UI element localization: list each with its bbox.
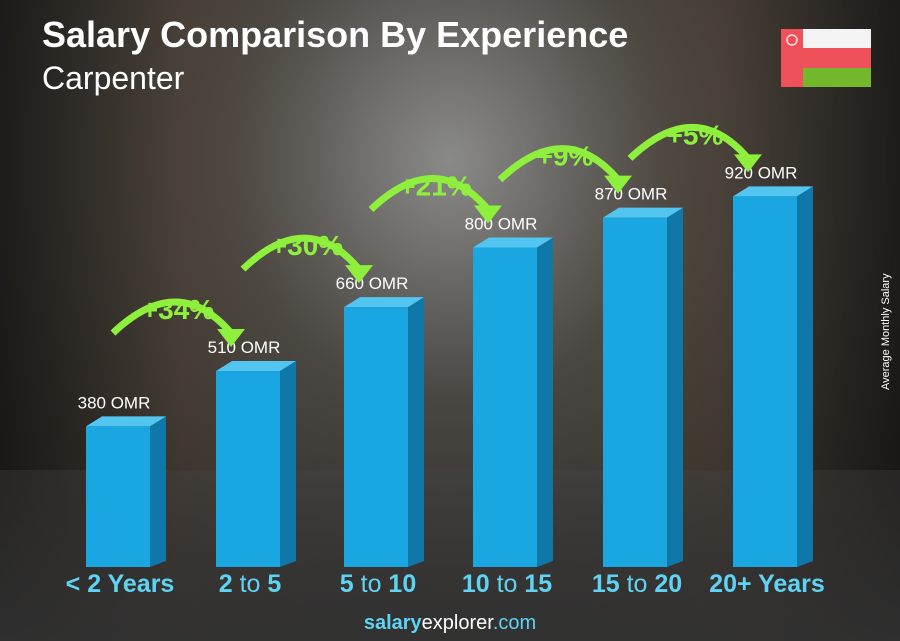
bar-front <box>603 217 667 567</box>
category-label-part: 15 <box>591 570 620 598</box>
brand-logo[interactable]: salaryexplorer.com <box>0 612 900 635</box>
bar-side <box>280 361 296 567</box>
change-annotation-3: +9% <box>497 141 632 194</box>
change-label: +34% <box>142 294 214 325</box>
category-label-part: < 2 Years <box>65 570 175 598</box>
change-label: +21% <box>399 171 471 202</box>
arrow-icon <box>110 298 234 336</box>
change-annotation-2: +21% <box>368 171 502 224</box>
brand-com: .com <box>492 612 537 634</box>
oman-flag-icon <box>781 29 871 87</box>
category-label-part: 10 <box>388 570 417 598</box>
bar-1 <box>216 361 296 567</box>
change-label: +5% <box>667 119 724 150</box>
bar-side <box>797 186 813 567</box>
bar-side <box>150 416 166 567</box>
arrow-head-icon <box>345 265 373 284</box>
category-label-part: 2 <box>218 570 233 598</box>
category-label-part: to <box>489 570 525 598</box>
value-label: 380 OMR <box>78 393 151 412</box>
bar-3 <box>473 237 553 567</box>
arrow-head-icon <box>474 205 502 224</box>
value-label: 800 OMR <box>465 215 538 234</box>
bar-4 <box>603 207 683 567</box>
arrow-head-icon <box>734 154 762 173</box>
category-label: 2 to 5 <box>180 570 320 599</box>
change-label: +9% <box>537 141 594 172</box>
value-label: 660 OMR <box>336 274 409 293</box>
bar-top <box>603 207 683 218</box>
category-label-part: 15 <box>524 570 553 598</box>
bar-front <box>344 307 408 567</box>
category-label: 5 to 10 <box>308 570 448 599</box>
bar-2 <box>344 297 424 567</box>
category-label-part: to <box>232 570 268 598</box>
bar-5 <box>733 186 813 567</box>
arrow-icon <box>240 234 362 272</box>
arrow-icon <box>368 175 491 213</box>
category-label-part: to <box>619 570 655 598</box>
bar-front <box>86 426 150 567</box>
arrow-icon <box>627 124 751 161</box>
value-label: 870 OMR <box>595 185 668 204</box>
category-label-part: 5 <box>267 570 282 598</box>
change-annotation-0: +34% <box>110 294 245 348</box>
chart-subtitle: Carpenter <box>42 60 185 96</box>
value-label: 920 OMR <box>725 163 798 182</box>
category-label-part: 5 <box>339 570 354 598</box>
category-label-part: to <box>353 570 389 598</box>
bar-top <box>733 186 813 197</box>
bar-front <box>733 196 797 567</box>
bar-top <box>216 361 296 372</box>
arrow-head-icon <box>217 329 245 348</box>
bar-side <box>537 237 553 567</box>
change-label: +30% <box>271 230 343 261</box>
category-label: 20+ Years <box>697 570 837 599</box>
bar-0 <box>86 416 166 567</box>
bar-top <box>344 297 424 308</box>
bar-side <box>667 207 683 567</box>
category-label: 10 to 15 <box>437 570 577 599</box>
chart-title: Salary Comparison By Experience <box>42 14 629 55</box>
bar-front <box>473 247 537 567</box>
category-label-part: 20+ Years <box>709 570 825 598</box>
change-annotation-1: +30% <box>240 230 373 284</box>
bar-side <box>408 297 424 567</box>
category-label: 15 to 20 <box>567 570 707 599</box>
arrow-icon <box>497 145 621 183</box>
brand-explorer: explorer <box>421 612 493 634</box>
bar-top <box>86 416 166 427</box>
bar-top <box>473 237 553 248</box>
arrow-head-icon <box>604 175 632 194</box>
category-label-part: 20 <box>654 570 683 598</box>
category-label: < 2 Years <box>50 570 190 599</box>
bar-front <box>216 371 280 567</box>
value-label: 510 OMR <box>208 338 281 357</box>
change-annotation-4: +5% <box>627 119 762 173</box>
brand-salary: salary <box>363 612 422 634</box>
category-label-part: 10 <box>461 570 490 598</box>
